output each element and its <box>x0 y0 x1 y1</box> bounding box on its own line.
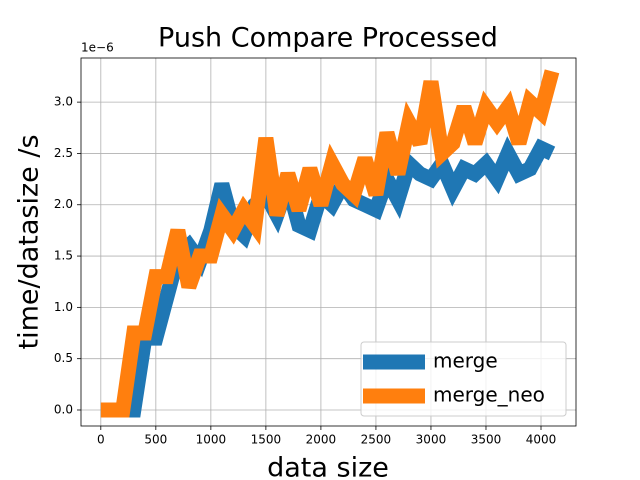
legend-label: merge <box>433 349 498 373</box>
y-tick-label: 1.5 <box>54 249 73 263</box>
x-tick-label: 500 <box>144 433 167 447</box>
y-tick-label: 3.0 <box>54 95 73 109</box>
y-tick-label: 2.0 <box>54 197 73 211</box>
x-tick-label: 3000 <box>416 433 447 447</box>
y-tick-label: 0.0 <box>54 402 73 416</box>
y-tick-label: 2.5 <box>54 146 73 160</box>
plot-frame <box>80 57 577 427</box>
y-offset: 1e−6 <box>81 41 114 55</box>
series-line <box>100 69 560 418</box>
x-tick-label: 4000 <box>526 433 557 447</box>
x-tick-label: 1000 <box>196 433 227 447</box>
y-axis-label: time/datasize /s <box>14 134 45 349</box>
y-tick-label: 0.5 <box>54 351 73 365</box>
legend-label: merge_neo <box>433 383 545 407</box>
x-axis-label: data size <box>267 453 389 480</box>
y-tick-label: 1.0 <box>54 300 73 314</box>
x-tick-label: 2500 <box>361 433 392 447</box>
x-tick-label: 1500 <box>251 433 282 447</box>
x-tick-label: 2000 <box>306 433 337 447</box>
x-tick-label: 0 <box>97 433 105 447</box>
x-tick-label: 3500 <box>471 433 502 447</box>
chart-title: Push Compare Processed <box>158 23 498 54</box>
